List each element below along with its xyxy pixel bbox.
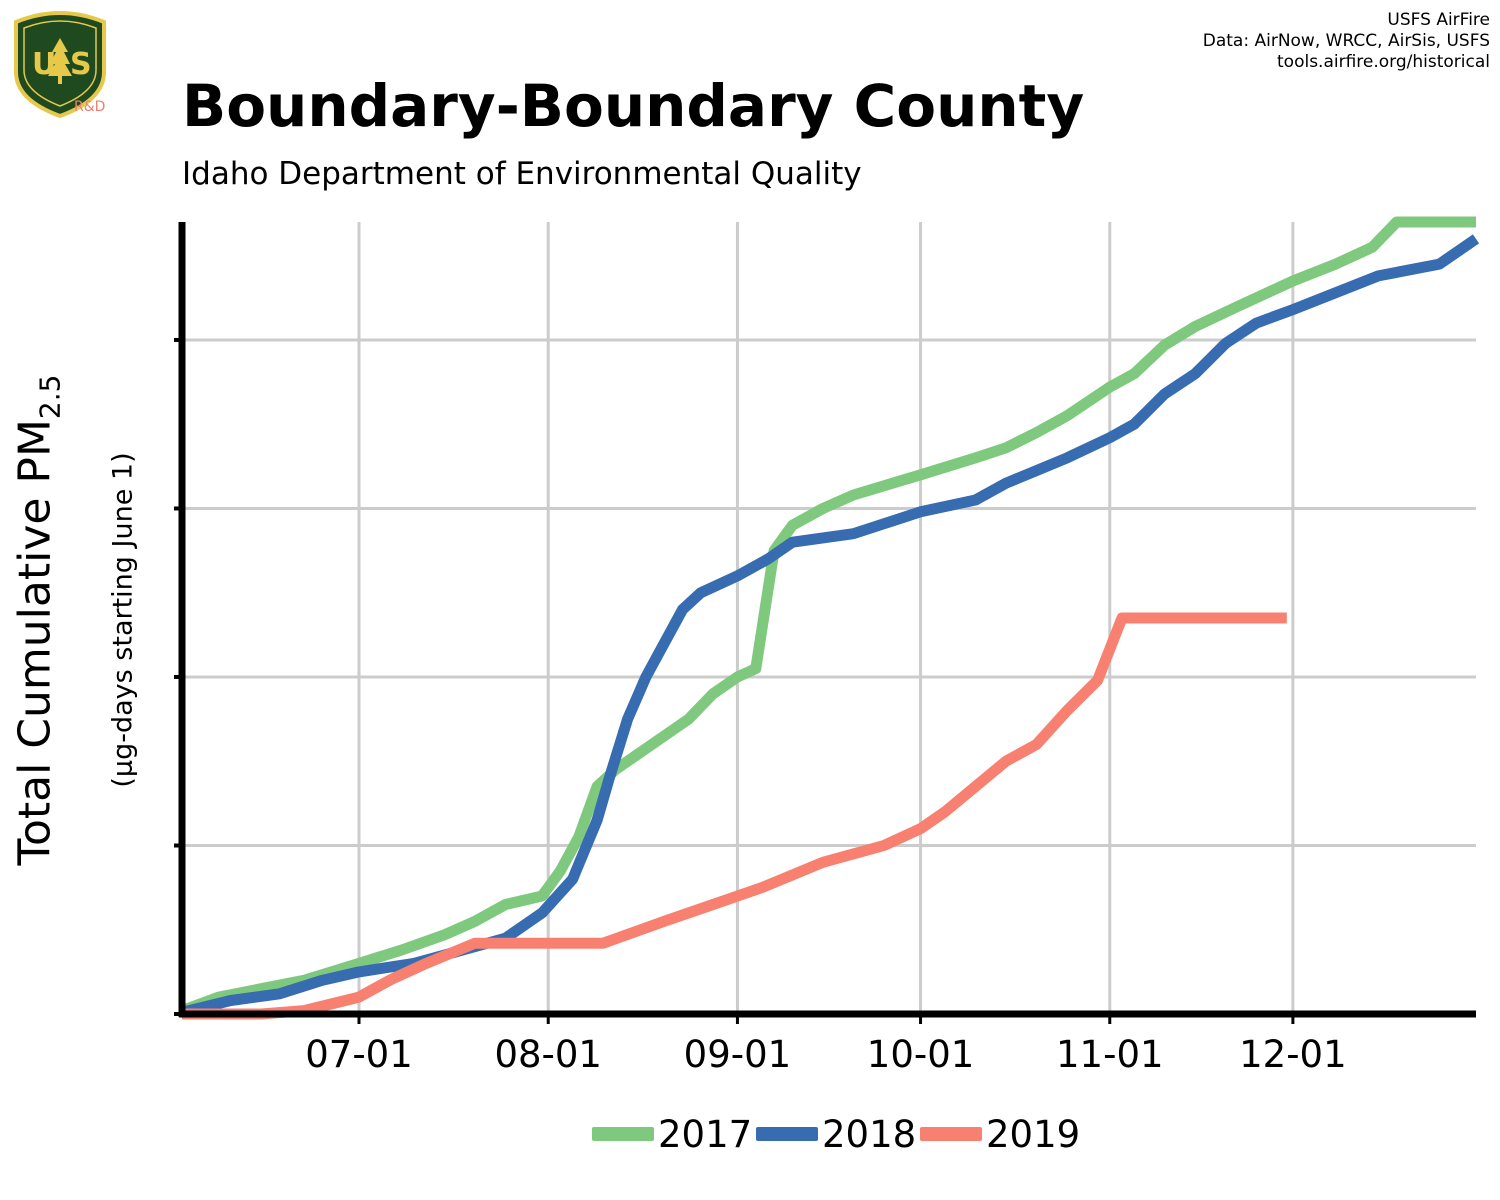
chart-title: Boundary-Boundary County [182, 72, 1085, 140]
series-line-2017 [180, 216, 1476, 1016]
legend-item-2017: 2017 [592, 1112, 752, 1156]
usfs-logo: U S [8, 8, 112, 118]
credit-line-2: Data: AirNow, WRCC, AirSis, USFS [1202, 31, 1490, 51]
legend-label-2018: 2018 [822, 1112, 917, 1156]
x-tick-label-11-01: 11-01 [1056, 1033, 1164, 1076]
x-tick-label-07-01: 07-01 [305, 1033, 413, 1076]
legend-item-2019: 2019 [920, 1112, 1080, 1156]
logo-rd-label: R&D [74, 99, 106, 115]
legend-swatch-2019 [920, 1127, 982, 1141]
legend-swatch-2017 [592, 1127, 654, 1141]
chart-subtitle: Idaho Department of Environmental Qualit… [182, 156, 862, 192]
credit-line-1: USFS AirFire [1387, 10, 1490, 30]
x-tick-label-08-01: 08-01 [494, 1033, 602, 1076]
legend-label-2019: 2019 [986, 1112, 1081, 1156]
svg-text:U: U [32, 47, 56, 82]
x-tick-labels: 07-01 08-01 09-01 10-01 11-01 12-01 [305, 1033, 1346, 1076]
series-lines [180, 216, 1480, 1020]
x-tick-label-12-01: 12-01 [1239, 1033, 1347, 1076]
axes [174, 222, 1476, 1024]
series-line-2018 [180, 234, 1480, 1018]
legend: 2017 2018 2019 [0, 1112, 1500, 1156]
legend-swatch-2018 [756, 1127, 818, 1141]
svg-text:S: S [70, 47, 92, 82]
legend-item-2018: 2018 [756, 1112, 916, 1156]
credit-line-3: tools.airfire.org/historical [1277, 52, 1490, 72]
legend-label-2017: 2017 [658, 1112, 753, 1156]
series-line-2019 [182, 612, 1287, 1020]
credits: USFS AirFire Data: AirNow, WRCC, AirSis,… [1203, 10, 1490, 73]
x-tick-label-09-01: 09-01 [684, 1033, 792, 1076]
x-tick-label-10-01: 10-01 [867, 1033, 975, 1076]
